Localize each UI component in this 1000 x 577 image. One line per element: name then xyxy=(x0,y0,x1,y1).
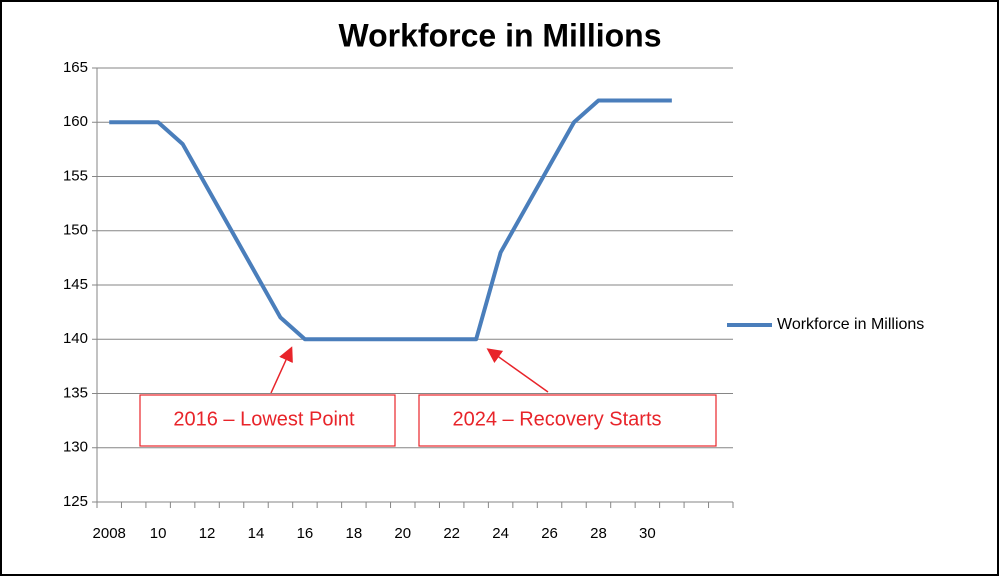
x-tick-label: 2008 xyxy=(93,525,126,542)
x-tick-label: 14 xyxy=(248,525,265,542)
y-tick-label: 125 xyxy=(63,493,88,510)
y-tick-label: 150 xyxy=(63,222,88,239)
x-tick-label: 10 xyxy=(150,525,167,542)
y-tick-label: 160 xyxy=(63,113,88,130)
x-tick-label: 16 xyxy=(297,525,314,542)
y-tick-label: 155 xyxy=(63,167,88,184)
x-tick-label: 30 xyxy=(639,525,656,542)
x-tick-label: 12 xyxy=(199,525,216,542)
chart-title: Workforce in Millions xyxy=(339,17,662,53)
y-tick-label: 165 xyxy=(63,59,88,76)
annotation: 2016 – Lowest Point xyxy=(173,408,355,430)
x-tick-label: 26 xyxy=(541,525,558,542)
x-tick-label: 18 xyxy=(346,525,363,542)
y-tick-label: 145 xyxy=(63,276,88,293)
annotation-box xyxy=(418,394,717,447)
annotation-box xyxy=(139,394,396,447)
annotation: 2024 – Recovery Starts xyxy=(453,408,662,430)
x-tick-label: 22 xyxy=(443,525,460,542)
x-tick-label: 20 xyxy=(394,525,411,542)
y-tick-label: 140 xyxy=(63,330,88,347)
y-tick-label: 130 xyxy=(63,439,88,456)
legend-label: Workforce in Millions xyxy=(777,316,924,333)
y-tick-label: 135 xyxy=(63,384,88,401)
line-series xyxy=(109,98,672,342)
plot-area: 125 130 135 140 145 150 155 160 165 2008 10 12 14 16 1… xyxy=(63,59,924,542)
annotation-arrow xyxy=(270,346,293,394)
x-tick-label: 28 xyxy=(590,525,607,542)
x-tick-label: 24 xyxy=(492,525,509,542)
annotation-arrow xyxy=(486,348,549,393)
